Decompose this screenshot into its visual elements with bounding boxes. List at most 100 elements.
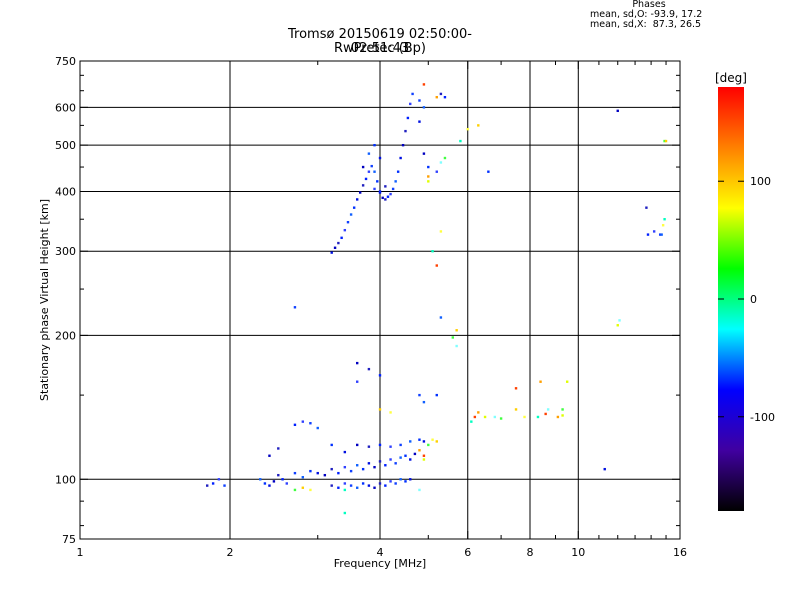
data-point	[346, 221, 350, 224]
data-point	[301, 486, 305, 489]
data-point	[439, 316, 443, 319]
data-point	[373, 143, 376, 147]
data-point	[367, 445, 371, 448]
data-point	[422, 106, 426, 109]
data-point	[616, 324, 619, 327]
data-point	[418, 99, 421, 102]
data-point	[435, 170, 438, 173]
data-point	[455, 344, 458, 348]
data-point	[343, 511, 347, 515]
data-point	[487, 170, 490, 173]
y-tick-label: 600	[55, 101, 76, 114]
x-axis-label: Frequency [MHz]	[334, 557, 426, 570]
data-point	[268, 484, 271, 487]
data-point	[427, 443, 430, 447]
data-point	[293, 306, 297, 309]
data-point	[561, 408, 564, 411]
data-point	[285, 482, 288, 485]
data-point	[389, 192, 392, 196]
data-point	[658, 233, 662, 236]
data-point	[660, 233, 663, 236]
x-tick-label: 1	[77, 546, 84, 559]
colorbar: [deg] 100 0 -100	[715, 71, 775, 511]
data-point	[389, 458, 392, 461]
data-point	[355, 361, 359, 365]
chart-title: Tromsø 20150619 02:50:00-02:51:43	[288, 27, 472, 56]
x-tick-label: 16	[673, 546, 687, 559]
data-point	[439, 230, 443, 233]
data-point	[411, 92, 414, 96]
data-point	[514, 408, 518, 411]
data-point	[337, 241, 340, 245]
data-point	[343, 482, 347, 485]
data-point	[277, 447, 280, 450]
data-point	[349, 484, 353, 487]
data-point	[431, 250, 434, 253]
data-point	[293, 488, 297, 492]
data-point	[367, 170, 371, 173]
data-point	[422, 458, 426, 461]
data-point	[645, 206, 648, 209]
data-point	[431, 438, 434, 441]
data-point	[330, 467, 333, 471]
data-point	[389, 480, 392, 483]
data-point	[427, 175, 430, 178]
data-point	[455, 329, 458, 332]
data-point	[473, 415, 477, 419]
data-point	[399, 478, 402, 481]
data-point	[427, 165, 430, 169]
data-point	[373, 170, 376, 173]
y-tick-label: 200	[55, 329, 76, 342]
data-point	[211, 482, 215, 485]
data-point	[664, 139, 668, 143]
data-points	[205, 83, 668, 515]
data-point	[413, 452, 417, 456]
colorbar-tick-label: 0	[750, 293, 757, 306]
data-point	[399, 156, 402, 160]
data-point	[355, 486, 359, 489]
data-point	[293, 423, 297, 427]
data-point	[422, 83, 426, 86]
data-point	[343, 228, 347, 232]
data-point	[384, 185, 387, 188]
data-point	[396, 170, 400, 173]
data-point	[367, 462, 371, 465]
data-point	[384, 464, 387, 467]
phases-legend-line-x: mean, sd,X: 87.3, 26.5	[590, 19, 702, 30]
data-point	[435, 95, 438, 99]
data-point	[603, 467, 606, 471]
data-point	[378, 460, 382, 463]
data-point	[409, 458, 412, 461]
x-tick-label: 6	[464, 546, 471, 559]
data-point	[418, 449, 421, 452]
data-point	[364, 177, 368, 181]
data-point	[330, 443, 333, 447]
data-point	[378, 408, 382, 411]
data-point	[361, 184, 365, 187]
data-point	[418, 438, 421, 441]
data-point	[316, 426, 319, 430]
data-point	[355, 380, 359, 383]
data-point	[378, 156, 382, 160]
data-point	[373, 187, 376, 191]
data-point	[378, 443, 382, 447]
data-point	[394, 462, 397, 465]
data-point	[367, 152, 371, 155]
data-point	[378, 190, 382, 193]
y-tick-label: 75	[62, 533, 76, 546]
data-point	[361, 165, 365, 169]
data-point	[389, 445, 392, 448]
phases-legend: Phases mean, sd,O: -93.9, 17.2 mean, sd,…	[590, 0, 703, 30]
data-point	[406, 116, 410, 120]
y-axis-ticks: 75 100 200 300 400 500 600 750	[55, 55, 680, 546]
data-point	[205, 484, 209, 487]
phases-legend-line-o: mean, sd,O: -93.9, 17.2	[590, 9, 703, 20]
data-point	[439, 161, 443, 164]
data-point	[435, 393, 438, 397]
data-point	[404, 129, 407, 133]
data-point	[301, 476, 305, 479]
data-point	[367, 367, 371, 371]
data-point	[459, 139, 462, 143]
data-point	[652, 230, 656, 233]
data-point	[536, 415, 540, 419]
